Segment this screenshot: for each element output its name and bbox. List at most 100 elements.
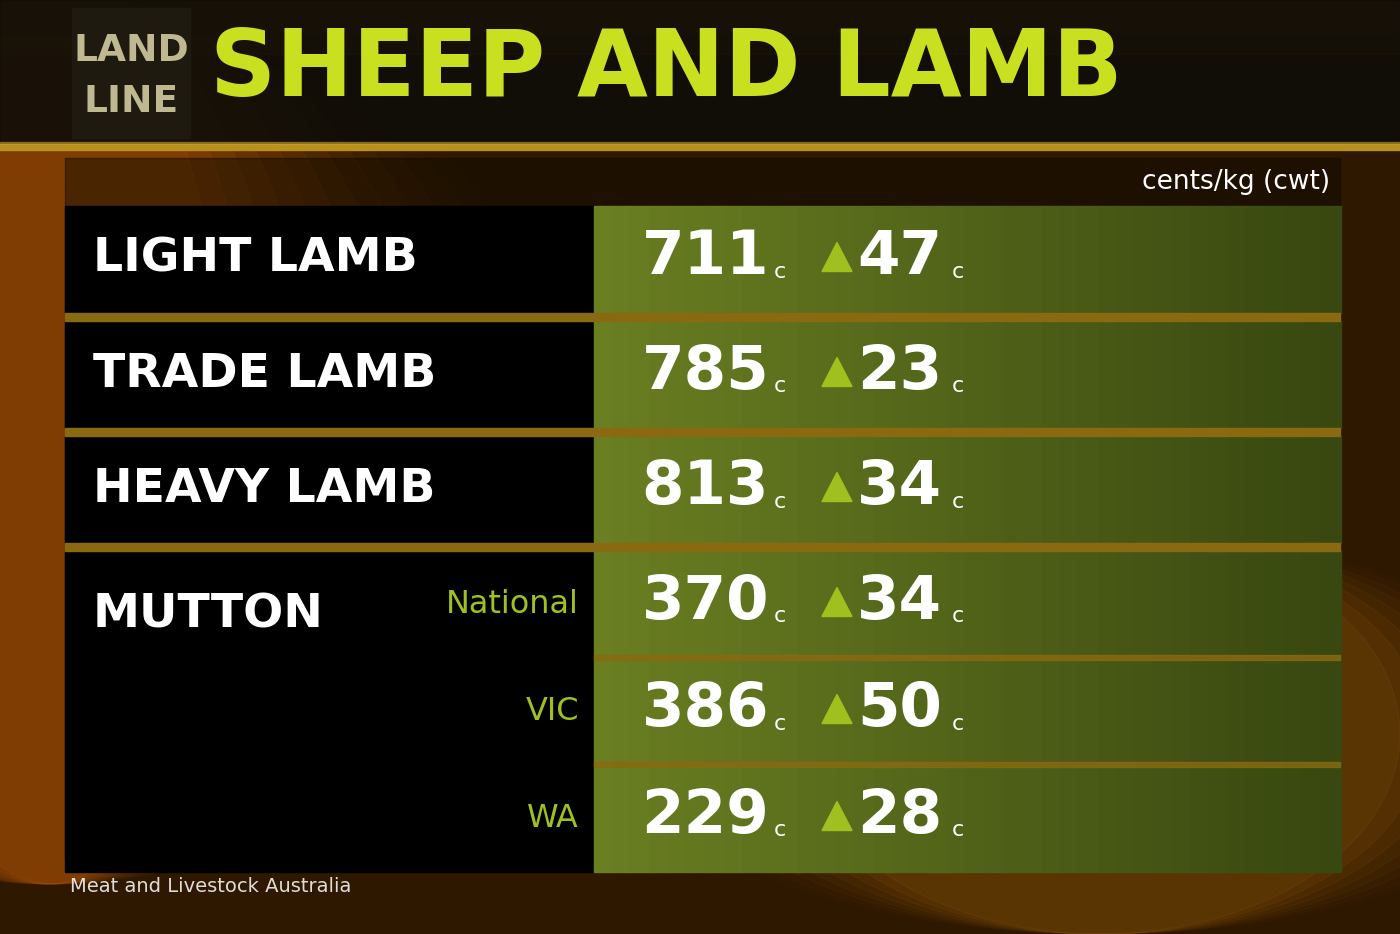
Bar [743,436,763,543]
Bar [1228,658,1247,765]
Text: 34: 34 [857,573,942,632]
Bar [64,428,1340,436]
Text: c: c [774,262,787,281]
Bar [1191,658,1211,765]
Bar [1172,765,1191,872]
Bar [1322,551,1341,658]
Bar [1060,436,1079,543]
Bar [762,658,781,765]
Bar [762,206,781,313]
Ellipse shape [0,0,315,884]
Bar [1023,765,1043,872]
Text: 370: 370 [641,573,769,632]
Bar [1154,551,1173,658]
Bar [1154,765,1173,872]
Polygon shape [822,243,853,272]
Bar [1042,321,1061,428]
Bar [1154,206,1173,313]
Bar [706,321,725,428]
Text: c: c [952,606,965,627]
Bar [948,206,967,313]
Bar [1060,206,1079,313]
Bar [1191,551,1211,658]
Bar [930,321,949,428]
Bar [687,436,707,543]
Bar [967,765,987,872]
Text: LIGHT LAMB: LIGHT LAMB [92,237,417,282]
Ellipse shape [0,0,255,884]
Bar [930,658,949,765]
Text: c: c [774,714,787,733]
Bar [986,206,1005,313]
Ellipse shape [0,0,225,884]
Ellipse shape [725,534,1400,934]
Bar [1023,321,1043,428]
Bar [0,0,1400,34]
Ellipse shape [776,534,1400,934]
Bar [874,765,893,872]
Bar [855,765,875,872]
Bar [781,436,801,543]
Bar [967,658,987,765]
Bar [855,321,875,428]
Bar [892,551,911,658]
Bar [1135,765,1155,872]
Polygon shape [822,358,853,387]
Bar [743,321,763,428]
Bar [1284,658,1303,765]
Bar [1079,658,1099,765]
Bar [1004,551,1023,658]
Bar [1191,206,1211,313]
Bar [874,658,893,765]
Ellipse shape [799,534,1400,934]
Bar [1322,206,1341,313]
Bar [1042,658,1061,765]
Bar [1172,321,1191,428]
Ellipse shape [0,0,375,884]
Bar [967,436,987,543]
Bar [781,206,801,313]
Bar [892,206,911,313]
Bar [706,206,725,313]
Bar [799,658,819,765]
Text: c: c [952,714,965,733]
Bar [1210,206,1229,313]
Bar [1322,765,1341,872]
Bar [1247,206,1267,313]
Bar [0,144,1400,150]
Bar [762,551,781,658]
Bar [818,436,837,543]
Bar [1302,206,1323,313]
Bar [64,313,1340,321]
Bar [1154,436,1173,543]
Bar [1004,436,1023,543]
Bar [1266,436,1285,543]
Text: 386: 386 [641,680,769,739]
Bar [1302,436,1323,543]
Bar [594,762,1340,767]
Bar [0,0,1400,54]
Bar [986,551,1005,658]
Text: National: National [447,589,580,620]
Bar [874,551,893,658]
Bar [1098,658,1117,765]
Text: SHEEP AND LAMB: SHEEP AND LAMB [210,25,1123,115]
Bar [650,321,669,428]
Bar [1116,765,1135,872]
Bar [1004,206,1023,313]
Text: 50: 50 [857,680,942,739]
Bar [1060,551,1079,658]
Bar [762,765,781,872]
Bar [687,551,707,658]
Bar [594,655,1340,660]
Bar [650,436,669,543]
Bar [1266,765,1285,872]
Bar [1023,206,1043,313]
Bar [930,206,949,313]
Text: c: c [952,376,965,397]
Bar [818,551,837,658]
Bar [1302,551,1323,658]
Bar [967,206,987,313]
Polygon shape [822,587,853,616]
Bar [1191,321,1211,428]
